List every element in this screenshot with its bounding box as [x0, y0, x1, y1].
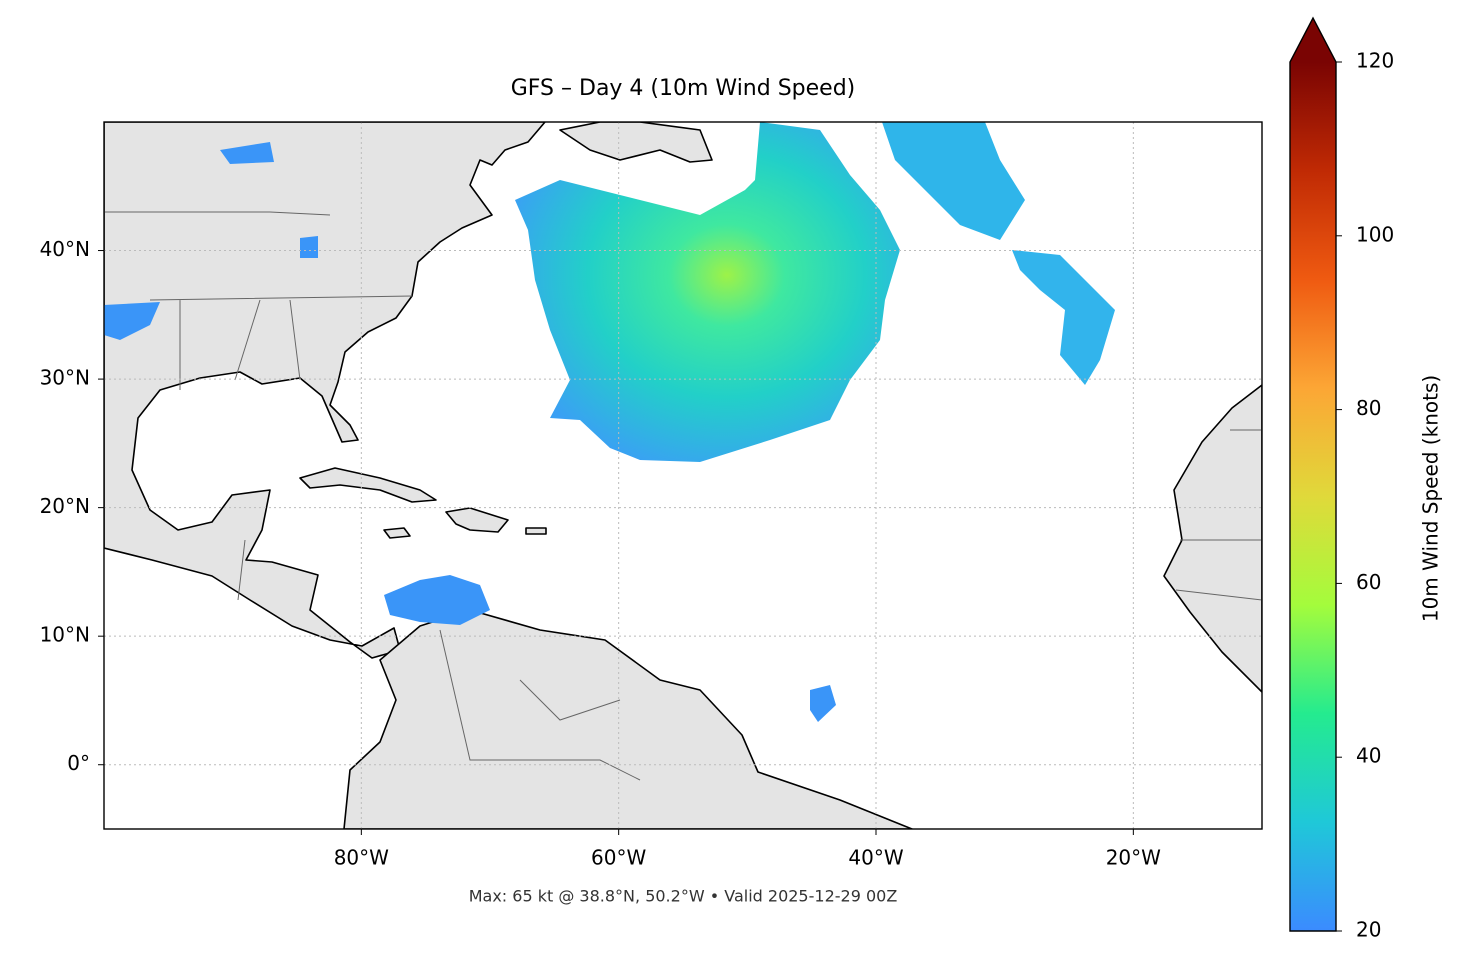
wind-field-east — [1012, 250, 1115, 385]
colorbar-tick-label: 40 — [1356, 744, 1381, 768]
y-tick-label: 20°N — [40, 494, 90, 518]
x-tick-label: 20°W — [1106, 846, 1161, 870]
wind-field-storm — [515, 122, 900, 462]
grid — [104, 122, 1262, 829]
jamaica — [383, 527, 411, 539]
colorbar-tick-label: 20 — [1356, 918, 1381, 942]
wind-field-pacific — [104, 302, 160, 340]
x-tick-label: 60°W — [591, 846, 646, 870]
colorbar-tick-label: 60 — [1356, 570, 1381, 594]
map-area — [104, 122, 1262, 829]
wind-field-caribbean — [384, 575, 490, 625]
footnote: Max: 65 kt @ 38.8°N, 50.2°W • Valid 2025… — [469, 887, 898, 906]
x-tick-label: 40°W — [848, 846, 903, 870]
cuba — [299, 467, 437, 503]
newfoundland — [559, 122, 713, 163]
chart-title: GFS – Day 4 (10m Wind Speed) — [511, 76, 856, 101]
x-tick-label: 80°W — [334, 846, 389, 870]
y-tick-label: 30°N — [40, 366, 90, 390]
colorbar-tick-label: 100 — [1356, 222, 1394, 246]
colorbar-label: 10m Wind Speed (knots) — [1419, 375, 1443, 622]
colorbar-outline — [1289, 16, 1337, 932]
y-tick-label: 40°N — [40, 237, 90, 261]
africa — [1163, 384, 1262, 693]
colorbar: 20 40 60 80 100 120 10m Wind Speed (knots) — [1289, 16, 1443, 942]
colorbar-extend — [1290, 18, 1336, 62]
y-tick-label: 0° — [67, 751, 90, 775]
puerto-rico — [525, 527, 547, 535]
y-tick-label: 10°N — [40, 623, 90, 647]
wind-field-north — [882, 122, 1025, 240]
map-frame — [103, 121, 1263, 830]
colorbar-tick-label: 80 — [1356, 396, 1381, 420]
colorbar-scale — [1290, 62, 1336, 931]
borders — [104, 211, 1262, 781]
colorbar-tick-label: 120 — [1356, 49, 1394, 73]
south-america — [343, 609, 913, 829]
